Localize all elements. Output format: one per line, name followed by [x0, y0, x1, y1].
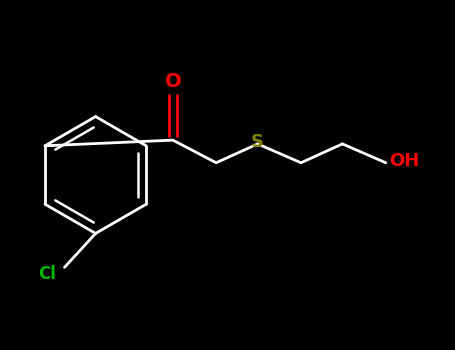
- Text: S: S: [251, 133, 264, 151]
- Text: Cl: Cl: [38, 265, 56, 283]
- Text: O: O: [165, 72, 181, 91]
- Text: OH: OH: [389, 152, 420, 170]
